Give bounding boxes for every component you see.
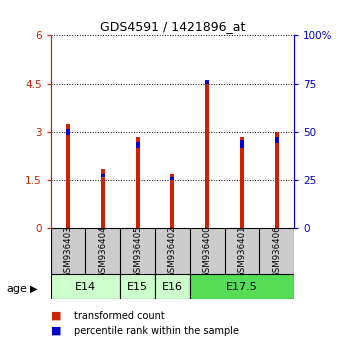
Bar bbox=[190, 274, 294, 299]
Bar bbox=[205, 80, 209, 228]
Bar bbox=[274, 137, 279, 143]
Bar bbox=[155, 274, 190, 299]
Text: ■: ■ bbox=[51, 311, 61, 321]
Text: GSM936400: GSM936400 bbox=[203, 225, 212, 278]
Text: ■: ■ bbox=[51, 326, 61, 336]
Bar bbox=[66, 129, 70, 135]
Text: GSM936401: GSM936401 bbox=[237, 225, 246, 278]
Bar bbox=[101, 169, 105, 228]
Text: E16: E16 bbox=[162, 282, 183, 292]
Bar bbox=[66, 124, 70, 228]
Bar bbox=[170, 174, 174, 228]
Text: E14: E14 bbox=[75, 282, 96, 292]
Text: E15: E15 bbox=[127, 282, 148, 292]
Bar bbox=[205, 80, 209, 84]
Text: E17.5: E17.5 bbox=[226, 282, 258, 292]
Bar bbox=[240, 137, 244, 228]
Text: GSM936403: GSM936403 bbox=[64, 225, 73, 278]
Bar bbox=[274, 132, 279, 228]
Bar bbox=[120, 274, 155, 299]
Text: GSM936406: GSM936406 bbox=[272, 225, 281, 278]
Text: ▶: ▶ bbox=[30, 284, 38, 293]
Text: GSM936405: GSM936405 bbox=[133, 225, 142, 278]
Title: GDS4591 / 1421896_at: GDS4591 / 1421896_at bbox=[100, 20, 245, 33]
Text: GSM936402: GSM936402 bbox=[168, 225, 177, 278]
Text: percentile rank within the sample: percentile rank within the sample bbox=[74, 326, 239, 336]
Bar bbox=[101, 174, 105, 177]
Bar bbox=[136, 142, 140, 148]
Text: GSM936404: GSM936404 bbox=[98, 225, 107, 278]
Text: transformed count: transformed count bbox=[74, 311, 165, 321]
Bar bbox=[51, 274, 120, 299]
Bar bbox=[240, 140, 244, 148]
Bar bbox=[136, 137, 140, 228]
Bar bbox=[170, 177, 174, 180]
Text: age: age bbox=[7, 284, 28, 293]
